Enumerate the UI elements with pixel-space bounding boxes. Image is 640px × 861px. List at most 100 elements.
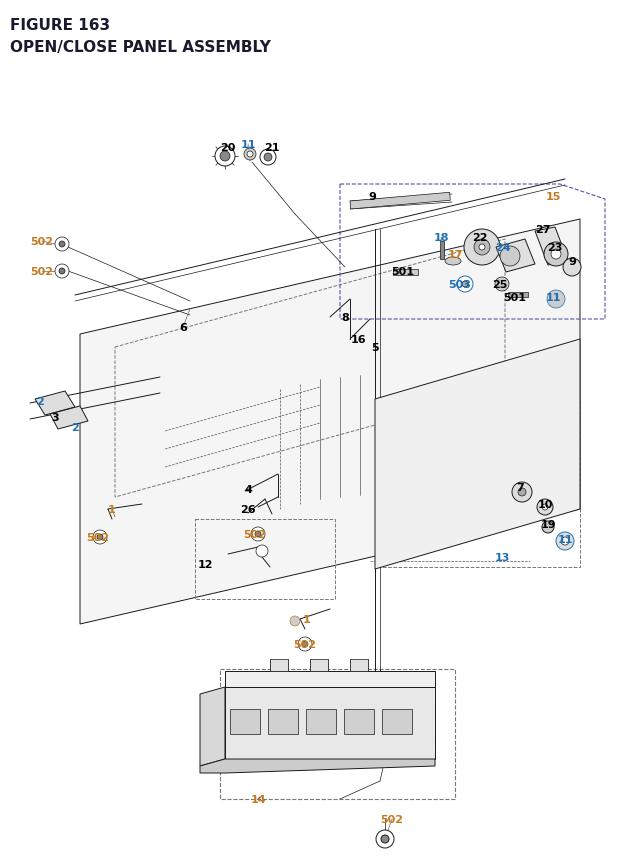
Text: 25: 25 [492,280,508,289]
Text: 8: 8 [341,313,349,323]
Circle shape [260,150,276,166]
Text: 23: 23 [547,243,563,253]
Text: FIGURE 163: FIGURE 163 [10,18,110,33]
Text: 5: 5 [371,343,379,353]
Circle shape [542,522,554,533]
Circle shape [479,245,485,251]
Text: 2: 2 [36,397,44,406]
Text: 1: 1 [108,505,116,514]
Text: 2: 2 [71,423,79,432]
Bar [195,519,335,599]
Circle shape [462,282,468,288]
Polygon shape [225,687,435,759]
Bar [393,269,418,276]
Text: 503: 503 [449,280,472,289]
Polygon shape [225,672,435,687]
Circle shape [512,482,532,503]
Circle shape [302,641,308,647]
Bar [230,709,260,734]
Bar [508,293,528,298]
Circle shape [544,243,568,267]
Text: OPEN/CLOSE PANEL ASSEMBLY: OPEN/CLOSE PANEL ASSEMBLY [10,40,271,55]
Polygon shape [535,228,568,266]
Text: 9: 9 [568,257,576,267]
Bar [382,709,412,734]
Text: 27: 27 [535,225,551,235]
Circle shape [264,154,272,162]
Circle shape [244,149,256,161]
Bar [310,660,328,672]
Bar [268,709,298,734]
Circle shape [255,531,261,537]
Circle shape [215,147,235,167]
Text: 501: 501 [504,293,527,303]
Circle shape [220,152,230,162]
Circle shape [55,238,69,251]
Text: 502: 502 [243,530,266,539]
Text: 24: 24 [495,243,511,253]
Text: 4: 4 [244,485,252,494]
Text: 11: 11 [557,535,573,544]
Circle shape [542,505,548,511]
Bar [440,242,444,260]
Text: 502: 502 [381,814,403,824]
Text: 1: 1 [303,614,311,624]
Text: 17: 17 [447,250,463,260]
Circle shape [59,269,65,275]
Text: 502: 502 [86,532,109,542]
Text: 26: 26 [240,505,256,514]
Polygon shape [80,220,580,624]
Circle shape [55,264,69,279]
Circle shape [376,830,394,848]
Circle shape [474,239,490,256]
Circle shape [500,247,520,267]
Text: 7: 7 [516,482,524,492]
Circle shape [298,637,312,651]
Circle shape [251,528,265,542]
Polygon shape [375,339,580,569]
Bar [350,660,368,672]
Text: 14: 14 [250,794,266,804]
Bar [350,193,451,210]
Text: 6: 6 [179,323,187,332]
Text: 16: 16 [350,335,366,344]
Text: 18: 18 [433,232,449,243]
Circle shape [547,291,565,308]
Circle shape [59,242,65,248]
Text: 19: 19 [540,519,556,530]
Polygon shape [50,406,88,430]
Text: 3: 3 [51,412,59,423]
Circle shape [247,152,253,158]
Text: 10: 10 [538,499,553,510]
Text: 11: 11 [240,139,256,150]
Polygon shape [35,392,75,416]
Text: 12: 12 [197,560,212,569]
Bar [375,400,580,567]
Text: 15: 15 [545,192,561,201]
Circle shape [457,276,473,293]
Circle shape [551,250,561,260]
Circle shape [495,278,509,292]
Text: 9: 9 [368,192,376,201]
Circle shape [93,530,107,544]
Polygon shape [496,239,535,273]
Text: 502: 502 [31,267,54,276]
Bar [344,709,374,734]
Circle shape [556,532,574,550]
Circle shape [97,535,103,541]
Circle shape [563,258,581,276]
Text: 11: 11 [545,293,561,303]
Circle shape [537,499,553,516]
Polygon shape [200,759,435,773]
Bar [220,669,455,799]
Text: 502: 502 [294,639,317,649]
Text: 501: 501 [392,267,415,276]
Text: 22: 22 [472,232,488,243]
Circle shape [290,616,300,626]
Bar [270,660,288,672]
Bar [306,709,336,734]
Circle shape [256,545,268,557]
Text: 502: 502 [31,237,54,247]
Ellipse shape [445,257,461,266]
Polygon shape [200,687,225,766]
